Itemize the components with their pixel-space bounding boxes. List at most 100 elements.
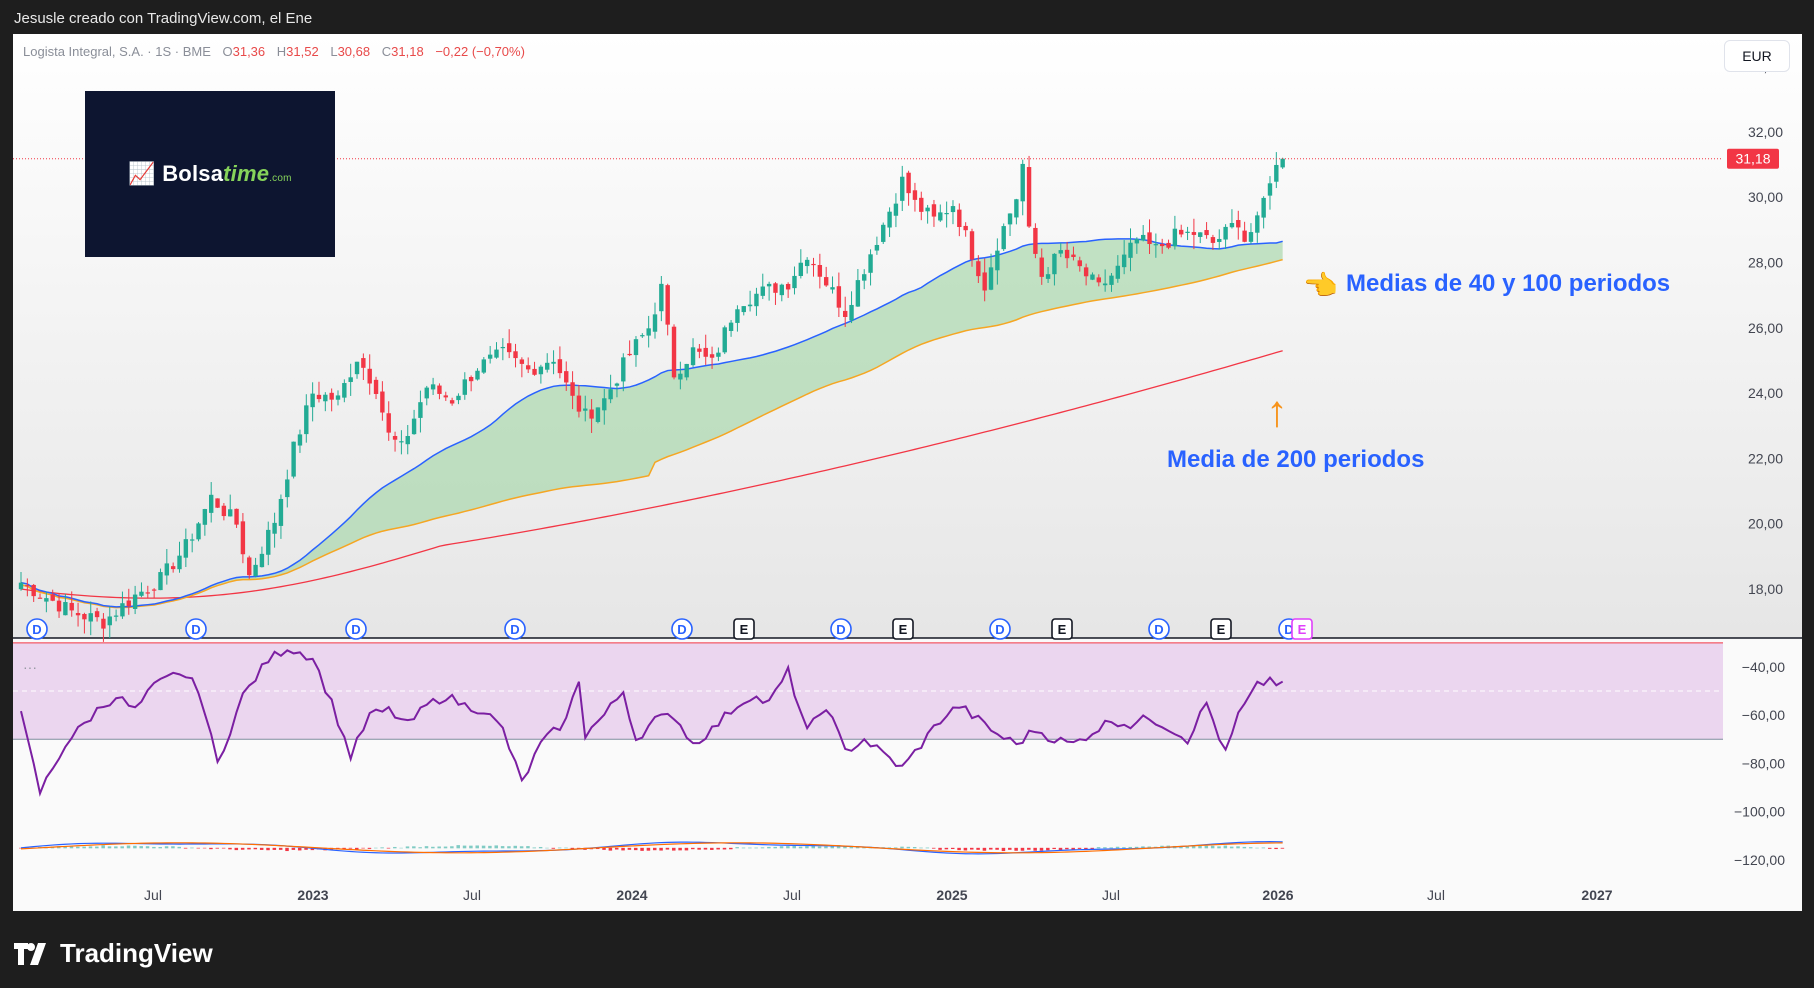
macd-histogram-bar bbox=[570, 847, 575, 850]
symbol-name[interactable]: Logista Integral, S.A. · 1S · BME bbox=[23, 44, 211, 59]
earnings-marker[interactable] bbox=[1051, 618, 1073, 640]
candle-body bbox=[386, 413, 391, 433]
currency-button[interactable]: EUR bbox=[1724, 40, 1790, 72]
macd-histogram-bar bbox=[1027, 847, 1031, 850]
macd-histogram-bar bbox=[602, 847, 606, 850]
macd-histogram-bar bbox=[348, 847, 353, 849]
candle-body bbox=[1039, 257, 1044, 277]
macd-histogram-bar bbox=[1046, 847, 1050, 851]
candle-body bbox=[1109, 275, 1114, 285]
candle-body bbox=[640, 335, 645, 337]
macd-histogram-bar bbox=[500, 846, 505, 849]
earnings-marker[interactable] bbox=[1291, 618, 1313, 640]
candle-body bbox=[107, 616, 112, 626]
candle-body bbox=[881, 224, 886, 242]
arrow-up-icon: ↑ bbox=[1266, 387, 1288, 436]
ma-fill-area bbox=[21, 238, 1283, 608]
macd-histogram-bar bbox=[957, 847, 961, 851]
candle-body bbox=[785, 283, 791, 290]
candle-body bbox=[602, 398, 607, 411]
earnings-marker[interactable] bbox=[892, 618, 914, 640]
macd-histogram-bar bbox=[513, 845, 518, 849]
macd-histogram-bar bbox=[272, 847, 277, 850]
macd-histogram-bar bbox=[190, 847, 194, 849]
macd-histogram-bar bbox=[221, 847, 226, 849]
candle-body bbox=[684, 363, 689, 378]
price-axis-tick: 20,00 bbox=[1748, 516, 1783, 532]
macd-histogram-bar bbox=[931, 847, 936, 849]
candle-body bbox=[1077, 260, 1082, 267]
footer-brand-label: TradingView bbox=[60, 938, 213, 968]
macd-histogram-bar bbox=[133, 845, 137, 849]
chart-canvas[interactable]: 31,1834,0032,0030,0028,0026,0024,0022,00… bbox=[13, 34, 1802, 911]
dividend-marker[interactable] bbox=[185, 618, 207, 640]
dividend-marker[interactable] bbox=[830, 618, 852, 640]
macd-histogram-bar bbox=[1261, 847, 1266, 849]
chart-frame[interactable]: 31,1834,0032,0030,0028,0026,0024,0022,00… bbox=[13, 34, 1802, 911]
dividend-marker-label: D bbox=[351, 622, 360, 637]
macd-histogram-bar bbox=[481, 845, 486, 849]
macd-histogram-bar bbox=[1008, 847, 1012, 850]
candle-body bbox=[50, 594, 55, 601]
candle-body bbox=[456, 395, 461, 401]
macd-histogram-bar bbox=[177, 846, 181, 849]
macd-histogram-bar bbox=[76, 846, 80, 849]
macd-histogram-bar bbox=[538, 846, 543, 849]
macd-histogram-bar bbox=[519, 846, 524, 849]
candle-body bbox=[158, 572, 163, 591]
macd-histogram-bar bbox=[684, 847, 689, 851]
dividend-marker-label: D bbox=[1154, 622, 1163, 637]
candle-body bbox=[240, 521, 246, 555]
earnings-marker[interactable] bbox=[1210, 618, 1232, 640]
macd-histogram-bar bbox=[925, 847, 930, 849]
macd-histogram-bar bbox=[393, 846, 397, 849]
logo-brand-suffix: .com bbox=[269, 173, 292, 184]
macd-histogram-bar bbox=[1280, 847, 1285, 849]
candle-body bbox=[779, 284, 784, 296]
dividend-marker[interactable] bbox=[989, 618, 1011, 640]
macd-histogram-bar bbox=[779, 846, 784, 849]
dividend-marker[interactable] bbox=[26, 618, 48, 640]
earnings-marker[interactable] bbox=[733, 618, 755, 640]
macd-histogram-bar bbox=[469, 845, 473, 849]
candle-body bbox=[735, 309, 740, 323]
candle-body bbox=[25, 585, 30, 587]
candle-body bbox=[690, 347, 696, 366]
indicator-menu-dots-icon[interactable]: ··· bbox=[23, 659, 37, 675]
candle-body bbox=[101, 618, 106, 629]
macd-histogram-bar bbox=[19, 847, 23, 849]
candle-body bbox=[1083, 267, 1089, 277]
change-value: −0,22 (−0,70%) bbox=[435, 44, 525, 59]
dividend-marker[interactable] bbox=[1148, 618, 1170, 640]
dividend-marker[interactable] bbox=[345, 618, 367, 640]
macd-histogram-bar bbox=[158, 847, 162, 849]
candle-body bbox=[145, 592, 150, 594]
dividend-marker[interactable] bbox=[504, 618, 526, 640]
macd-histogram-bar bbox=[399, 847, 403, 849]
candle-body bbox=[557, 359, 563, 374]
candle-body bbox=[113, 615, 119, 617]
macd-histogram-bar bbox=[1267, 847, 1272, 849]
candle-body bbox=[1052, 253, 1057, 275]
pointing-hand-icon: 👈 bbox=[1303, 270, 1338, 301]
macd-histogram-bar bbox=[342, 847, 346, 850]
macd-histogram-bar bbox=[1014, 847, 1018, 851]
macd-histogram-bar bbox=[1084, 847, 1088, 850]
candle-body bbox=[811, 263, 816, 266]
candle-body bbox=[430, 384, 436, 390]
macd-histogram-bar bbox=[101, 845, 105, 849]
macd-histogram-bar bbox=[710, 847, 714, 850]
macd-histogram-bar bbox=[767, 846, 771, 849]
candle-body bbox=[329, 392, 334, 400]
candle-body bbox=[139, 591, 144, 596]
candle-body bbox=[1217, 238, 1222, 242]
logo-wordmark: 📈 Bolsatime.com bbox=[128, 161, 291, 187]
candle-body bbox=[1242, 230, 1247, 242]
macd-histogram-bar bbox=[640, 847, 644, 851]
dividend-marker[interactable] bbox=[671, 618, 693, 640]
macd-histogram-bar bbox=[646, 847, 651, 851]
macd-histogram-bar bbox=[450, 846, 454, 849]
tradingview-brand[interactable]: TradingView bbox=[14, 938, 213, 969]
candle-body bbox=[418, 402, 423, 418]
macd-histogram-bar bbox=[1039, 847, 1044, 851]
